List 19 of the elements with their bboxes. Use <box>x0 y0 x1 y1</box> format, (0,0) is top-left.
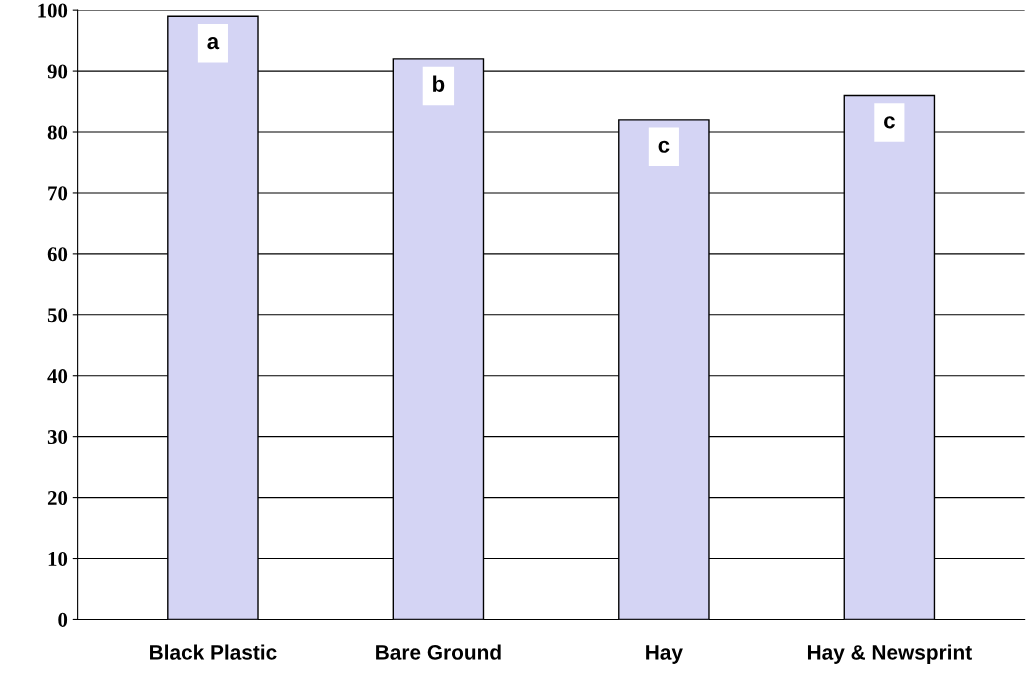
y-tick-label: 70 <box>48 186 68 201</box>
x-tick-label: Black Plastic <box>150 644 277 660</box>
y-tick-label: 80 <box>47 125 68 140</box>
y-tick-label: 50 <box>47 308 68 323</box>
x-tick-label: Hay & Newsprint <box>807 644 972 664</box>
annotation: c <box>884 116 895 129</box>
y-tick-label: 60 <box>47 247 68 262</box>
annotation: b <box>433 75 445 92</box>
y-tick-label: 30 <box>47 430 68 445</box>
y-tick-label: 0 <box>58 612 68 627</box>
y-tick-label: 10 <box>48 551 68 566</box>
x-tick-label: Hay <box>646 645 683 664</box>
annotation: a <box>207 37 220 50</box>
x-tick-label: Bare Ground <box>376 644 501 660</box>
y-tick-label: 20 <box>47 490 68 506</box>
y-tick-label: 100 <box>38 3 68 18</box>
y-tick-label: 90 <box>47 64 68 79</box>
y-tick-label: 40 <box>47 369 68 384</box>
annotation: c <box>658 140 670 153</box>
